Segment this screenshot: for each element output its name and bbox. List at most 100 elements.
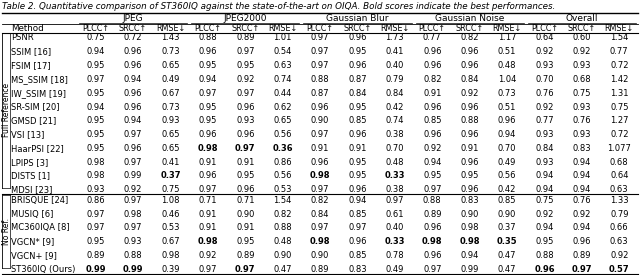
Text: 0.97: 0.97 xyxy=(198,89,217,98)
Text: BRISQUE [24]: BRISQUE [24] xyxy=(11,196,68,205)
Text: 0.33: 0.33 xyxy=(385,172,405,180)
Text: 0.96: 0.96 xyxy=(460,185,479,194)
Text: 0.95: 0.95 xyxy=(461,172,479,180)
Text: SRCC↑: SRCC↑ xyxy=(344,24,372,33)
Text: 0.65: 0.65 xyxy=(161,130,180,139)
Text: 0.97: 0.97 xyxy=(423,265,442,274)
Text: 0.95: 0.95 xyxy=(423,172,442,180)
Text: 0.96: 0.96 xyxy=(311,103,330,111)
Text: 0.97: 0.97 xyxy=(198,185,217,194)
Text: 0.97: 0.97 xyxy=(86,223,105,232)
Text: 0.86: 0.86 xyxy=(273,158,292,167)
Text: 1.73: 1.73 xyxy=(385,34,404,43)
Text: 0.68: 0.68 xyxy=(610,158,628,167)
Text: 0.57: 0.57 xyxy=(609,265,630,274)
Text: 0.96: 0.96 xyxy=(423,130,442,139)
Text: 0.89: 0.89 xyxy=(311,265,330,274)
Text: 1.42: 1.42 xyxy=(610,75,628,84)
Text: 1.31: 1.31 xyxy=(610,89,628,98)
Text: 0.53: 0.53 xyxy=(161,223,180,232)
Text: 0.93: 0.93 xyxy=(573,130,591,139)
Text: 0.61: 0.61 xyxy=(386,210,404,219)
Text: JPEG: JPEG xyxy=(123,14,143,23)
Text: 0.72: 0.72 xyxy=(610,61,628,70)
Text: 0.90: 0.90 xyxy=(311,251,330,260)
Text: 0.96: 0.96 xyxy=(460,47,479,56)
Text: 0.96: 0.96 xyxy=(124,103,142,111)
Text: 0.70: 0.70 xyxy=(498,144,516,153)
Text: 0.86: 0.86 xyxy=(86,196,105,205)
Text: 0.49: 0.49 xyxy=(161,75,180,84)
Text: 0.94: 0.94 xyxy=(348,196,367,205)
Text: 0.91: 0.91 xyxy=(198,158,217,167)
Text: 0.44: 0.44 xyxy=(273,89,292,98)
Text: LPIPS [3]: LPIPS [3] xyxy=(11,158,48,167)
Text: 0.96: 0.96 xyxy=(348,185,367,194)
Text: 0.96: 0.96 xyxy=(236,103,255,111)
Text: 0.95: 0.95 xyxy=(86,130,105,139)
Text: 0.94: 0.94 xyxy=(124,75,142,84)
Text: 0.94: 0.94 xyxy=(573,223,591,232)
Text: 0.88: 0.88 xyxy=(423,196,442,205)
Text: 1.01: 1.01 xyxy=(273,34,292,43)
Text: 1.33: 1.33 xyxy=(610,196,628,205)
Text: 0.93: 0.93 xyxy=(236,116,255,125)
Text: 1.27: 1.27 xyxy=(610,116,628,125)
Text: 0.95: 0.95 xyxy=(198,116,217,125)
Text: 0.77: 0.77 xyxy=(610,47,628,56)
Text: 0.82: 0.82 xyxy=(311,196,330,205)
Text: PLCC↑: PLCC↑ xyxy=(419,24,446,33)
Text: 0.95: 0.95 xyxy=(86,237,105,246)
Text: 0.94: 0.94 xyxy=(535,185,554,194)
Text: 0.90: 0.90 xyxy=(498,210,516,219)
Text: 0.96: 0.96 xyxy=(460,103,479,111)
Text: 0.75: 0.75 xyxy=(86,34,105,43)
Text: ST360IQ (Ours): ST360IQ (Ours) xyxy=(11,265,76,274)
Text: 0.98: 0.98 xyxy=(460,237,480,246)
Text: SR-SIM [20]: SR-SIM [20] xyxy=(11,103,60,111)
Text: 0.73: 0.73 xyxy=(161,47,180,56)
Text: 0.75: 0.75 xyxy=(610,103,628,111)
Text: 0.94: 0.94 xyxy=(423,158,442,167)
Text: 0.99: 0.99 xyxy=(123,265,143,274)
Text: 0.93: 0.93 xyxy=(535,61,554,70)
Text: 0.96: 0.96 xyxy=(498,116,516,125)
Text: 0.97: 0.97 xyxy=(235,144,255,153)
Text: 0.96: 0.96 xyxy=(124,89,142,98)
Text: 0.70: 0.70 xyxy=(535,75,554,84)
Text: 0.98: 0.98 xyxy=(86,172,105,180)
Text: SRCC↑: SRCC↑ xyxy=(231,24,259,33)
Text: 0.88: 0.88 xyxy=(535,251,554,260)
Text: 0.96: 0.96 xyxy=(573,237,591,246)
Text: 0.54: 0.54 xyxy=(273,47,292,56)
Text: 0.56: 0.56 xyxy=(498,172,516,180)
Text: 0.99: 0.99 xyxy=(124,172,142,180)
Text: 0.95: 0.95 xyxy=(236,61,255,70)
Text: 0.97: 0.97 xyxy=(423,185,442,194)
Text: 1.54: 1.54 xyxy=(610,34,628,43)
Text: 0.95: 0.95 xyxy=(198,61,217,70)
Text: 0.63: 0.63 xyxy=(610,237,628,246)
Text: 0.98: 0.98 xyxy=(198,237,218,246)
Text: 0.79: 0.79 xyxy=(386,75,404,84)
Text: 0.65: 0.65 xyxy=(273,116,292,125)
Text: 0.92: 0.92 xyxy=(535,47,554,56)
Text: 0.92: 0.92 xyxy=(610,251,628,260)
Text: SRCC↑: SRCC↑ xyxy=(568,24,596,33)
Text: 0.90: 0.90 xyxy=(273,251,292,260)
Text: JPEG2000: JPEG2000 xyxy=(223,14,267,23)
Text: 0.77: 0.77 xyxy=(535,116,554,125)
Text: 0.88: 0.88 xyxy=(311,75,330,84)
Text: 0.94: 0.94 xyxy=(498,130,516,139)
Text: 0.95: 0.95 xyxy=(86,116,105,125)
Text: 0.93: 0.93 xyxy=(573,61,591,70)
Text: DISTS [1]: DISTS [1] xyxy=(11,172,50,180)
Text: 0.65: 0.65 xyxy=(161,61,180,70)
Text: 0.37: 0.37 xyxy=(498,223,516,232)
Text: 0.68: 0.68 xyxy=(573,75,591,84)
Text: 0.60: 0.60 xyxy=(573,34,591,43)
Text: 0.98: 0.98 xyxy=(460,223,479,232)
Text: 0.95: 0.95 xyxy=(348,47,367,56)
Text: 0.94: 0.94 xyxy=(573,158,591,167)
Text: 0.78: 0.78 xyxy=(385,251,404,260)
